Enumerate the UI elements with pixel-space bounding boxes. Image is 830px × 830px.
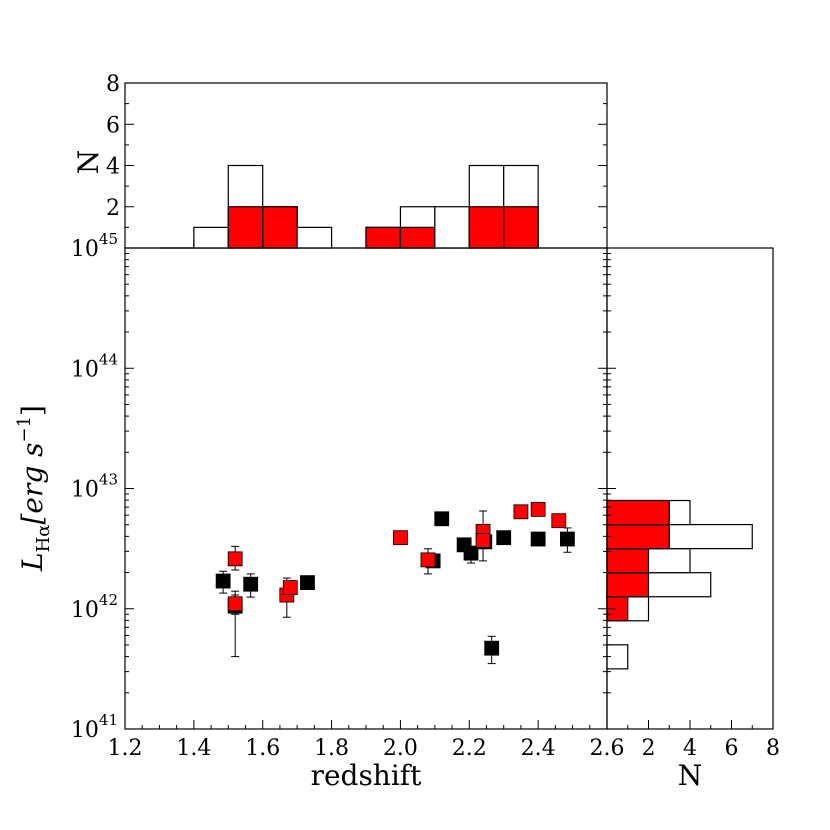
right-histogram-x-title: N [678, 759, 703, 792]
right-histogram-frame [606, 247, 774, 730]
y-axis-title-exponent: −1 [14, 416, 35, 443]
x-axis-title: redshift [311, 759, 423, 792]
y-axis-title-close: ] [16, 405, 49, 416]
red-data-point [227, 551, 243, 567]
right-hist-bar-red [606, 499, 670, 526]
x-tick-label: 2.2 [452, 736, 487, 761]
top-hist-bar-all [193, 226, 229, 249]
red-data-point [420, 552, 436, 568]
y-axis-title-subscript: Hα [33, 525, 54, 553]
y-axis-title: LHα[erg s−1] [14, 405, 54, 572]
black-data-point [300, 575, 315, 590]
top-hist-y-tick-label: 2 [106, 196, 120, 221]
black-data-point [215, 573, 231, 589]
black-data-point [484, 640, 500, 656]
right-hist-x-tick-label: 2 [642, 736, 656, 761]
y-tick-label: 1044 [71, 350, 118, 382]
right-histogram-panel: 2 4 6 8 [606, 247, 780, 761]
y-tick-label: 1043 [71, 471, 118, 503]
red-data-point [393, 530, 408, 546]
black-data-point [463, 545, 479, 561]
main-panel: 1.2 1.4 1.6 1.8 2.0 2.2 2.4 2.6 1041 1042 1043 1044… [71, 230, 625, 761]
black-data-point [560, 531, 575, 547]
right-hist-x-tick-label: 4 [683, 736, 697, 761]
top-hist-y-tick-label: 8 [106, 72, 120, 97]
top-hist-bar-red [227, 206, 264, 249]
y-axis-title-units: [erg s [16, 442, 49, 524]
top-hist-bar-red [365, 226, 402, 249]
red-data-point [551, 513, 567, 529]
y-axis-title-symbol: L [16, 552, 49, 572]
red-data-point [513, 504, 529, 520]
y-tick-label: 1041 [71, 711, 118, 743]
right-hist-bar-red [606, 523, 670, 550]
black-data-point [434, 511, 450, 527]
y-tick-label: 1042 [71, 591, 118, 623]
x-tick-label: 2.6 [590, 736, 625, 761]
x-tick-label: 1.6 [245, 736, 280, 761]
top-hist-y-tick-label: 6 [106, 113, 120, 138]
black-data-point [530, 531, 546, 547]
x-tick-label: 2.4 [521, 736, 556, 761]
x-tick-label: 1.2 [108, 736, 143, 761]
red-data-point [475, 533, 491, 548]
x-tick-label: 2.0 [383, 736, 418, 761]
top-histogram-y-title: N [72, 150, 105, 175]
red-data-point [530, 502, 546, 517]
right-hist-x-tick-label: 6 [725, 736, 739, 761]
top-hist-bar-red [468, 206, 505, 249]
top-hist-bar-all [296, 226, 333, 249]
black-data-point [243, 576, 259, 592]
top-histogram-panel: 2 4 6 8 [106, 72, 608, 249]
x-tick-label: 1.8 [314, 736, 349, 761]
y-tick-label: 1045 [71, 230, 118, 262]
right-hist-bar-red [606, 548, 650, 574]
top-hist-bar-red [262, 206, 298, 249]
top-hist-bar-all [434, 206, 470, 249]
right-hist-bar-red [606, 572, 650, 598]
top-hist-y-tick-label: 4 [106, 155, 120, 180]
red-data-point [227, 596, 243, 612]
main-plot-frame [124, 247, 608, 730]
right-hist-x-tick-label: 8 [766, 736, 780, 761]
top-hist-bar-red [399, 226, 436, 249]
red-data-point [282, 580, 298, 595]
x-tick-label: 1.4 [176, 736, 211, 761]
black-data-point [496, 530, 512, 546]
top-hist-bar-red [503, 206, 539, 249]
